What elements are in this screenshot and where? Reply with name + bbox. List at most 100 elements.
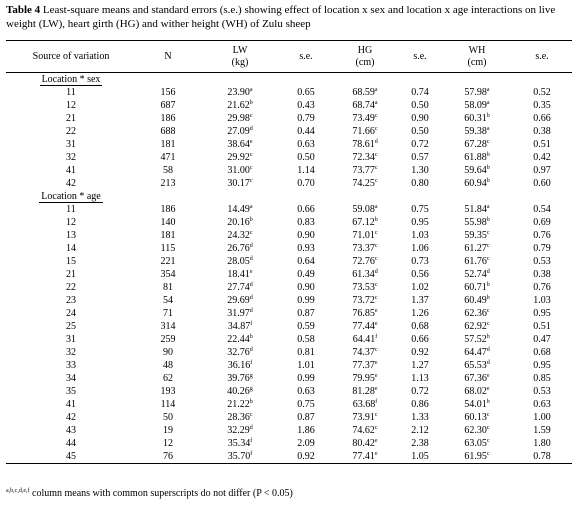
data-cell: 29.92c	[200, 151, 280, 164]
cell-superscript: e	[486, 373, 490, 379]
data-row: 21 186 29.98c 0.79 73.49c 0.90 60.31b 0.66	[6, 112, 572, 125]
cell-value: 0.35	[533, 100, 551, 111]
cell-value: 1.30	[411, 165, 429, 176]
cell-value: 0.47	[533, 334, 551, 345]
data-cell: 28.05d	[200, 255, 280, 268]
cell-superscript: d	[249, 347, 253, 353]
data-cell: 181	[136, 138, 200, 151]
cell-value: 181	[160, 139, 176, 150]
cell-value: 73.49	[352, 113, 375, 124]
empty-cell	[136, 73, 200, 87]
cell-value: 1.03	[411, 230, 429, 241]
cell-value: 34.87	[227, 321, 251, 332]
data-cell: 72.76c	[332, 255, 398, 268]
data-cell: 35.34f	[200, 437, 280, 450]
data-cell: 35	[6, 385, 136, 398]
data-cell: 0.86	[398, 398, 442, 411]
cell-superscript: c	[486, 425, 490, 431]
cell-superscript: b	[249, 334, 253, 340]
data-cell: 2.38	[398, 437, 442, 450]
data-cell: 90	[136, 346, 200, 359]
cell-value: 61.95	[464, 451, 487, 462]
data-cell: 20.16b	[200, 216, 280, 229]
cell-value: 32.29	[227, 425, 250, 436]
cell-value: 61.27	[464, 243, 487, 254]
cell-superscript: c	[486, 451, 490, 457]
data-row: 44 12 35.34f 2.09 80.42e 2.38 63.05c 1.80	[6, 437, 572, 450]
data-row: 45 76 35.70f 0.92 77.41e 1.05 61.95c 0.78	[6, 450, 572, 464]
cell-superscript: e	[374, 373, 378, 379]
data-cell: 186	[136, 203, 200, 216]
cell-value: 90	[163, 347, 173, 358]
data-cell: 0.43	[280, 99, 332, 112]
cell-superscript: a	[486, 126, 490, 132]
cell-superscript: g	[249, 386, 253, 392]
cell-value: 64.47	[464, 347, 487, 358]
cell-superscript: c	[249, 113, 253, 119]
data-cell: 43	[6, 424, 136, 437]
cell-superscript: c	[486, 256, 490, 262]
cell-superscript: b	[249, 217, 253, 223]
header-text: (cm)	[467, 57, 487, 68]
data-cell: 79.95e	[332, 372, 398, 385]
data-cell: 74.37c	[332, 346, 398, 359]
data-cell: 0.90	[280, 229, 332, 242]
data-cell: 26.76d	[200, 242, 280, 255]
data-cell: 0.87	[280, 307, 332, 320]
empty-cell	[442, 73, 512, 87]
data-row: 35 193 40.26g 0.63 81.28e 0.72 68.02e 0.53	[6, 385, 572, 398]
cell-superscript: b	[486, 334, 490, 340]
data-cell: 61.34d	[332, 268, 398, 281]
cell-value: 0.68	[533, 347, 551, 358]
cell-value: 11	[66, 204, 76, 215]
section-row: Location * age	[6, 190, 572, 203]
data-cell: 22	[6, 125, 136, 138]
data-cell: 60.13c	[442, 411, 512, 424]
cell-superscript: b	[486, 399, 490, 405]
cell-superscript: b	[486, 217, 490, 223]
cell-value: 60.49	[464, 295, 487, 306]
header-cell: N	[136, 40, 200, 73]
cell-value: 39.76	[227, 373, 250, 384]
data-cell: 0.92	[398, 346, 442, 359]
footnote-sup: a,b,c,d,e,f	[6, 488, 30, 494]
cell-value: 0.95	[411, 217, 429, 228]
cell-value: 62.36	[464, 308, 487, 319]
cell-value: 20.16	[227, 217, 250, 228]
data-cell: 0.90	[280, 281, 332, 294]
data-row: 43 19 32.29d 1.86 74.62c 2.12 62.30c 1.59	[6, 424, 572, 437]
data-cell: 77.37e	[332, 359, 398, 372]
empty-cell	[280, 190, 332, 203]
data-cell: 0.66	[398, 333, 442, 346]
data-cell: 0.42	[512, 151, 572, 164]
data-row: 32 471 29.92c 0.50 72.34c 0.57 61.88b 0.42	[6, 151, 572, 164]
cell-value: 0.75	[411, 204, 429, 215]
cell-value: 186	[160, 204, 176, 215]
cell-value: 67.36	[464, 373, 487, 384]
cell-value: 21.62	[227, 100, 250, 111]
cell-value: 81.28	[352, 386, 375, 397]
header-cell: s.e.	[512, 40, 572, 73]
cell-value: 73.91	[352, 412, 375, 423]
cell-value: 28.36	[227, 412, 250, 423]
cell-superscript: c	[374, 412, 378, 418]
data-cell: 13	[6, 229, 136, 242]
header-text: Source of variation	[32, 51, 110, 62]
header-text: (cm)	[355, 57, 375, 68]
cell-superscript: b	[486, 295, 490, 301]
data-cell: 0.60	[512, 177, 572, 190]
data-cell: 76.85e	[332, 307, 398, 320]
cell-value: 0.43	[297, 100, 315, 111]
cell-value: 51.84	[464, 204, 487, 215]
cell-superscript: d	[486, 269, 490, 275]
data-cell: 1.02	[398, 281, 442, 294]
empty-cell	[512, 73, 572, 87]
cell-superscript: d	[486, 347, 490, 353]
cell-superscript: b	[249, 100, 253, 106]
section-cell: Location * age	[6, 190, 136, 203]
cell-value: 0.51	[533, 321, 551, 332]
data-cell: 71.01c	[332, 229, 398, 242]
cell-value: 77.44	[352, 321, 375, 332]
data-cell: 77.44e	[332, 320, 398, 333]
data-cell: 0.66	[512, 112, 572, 125]
